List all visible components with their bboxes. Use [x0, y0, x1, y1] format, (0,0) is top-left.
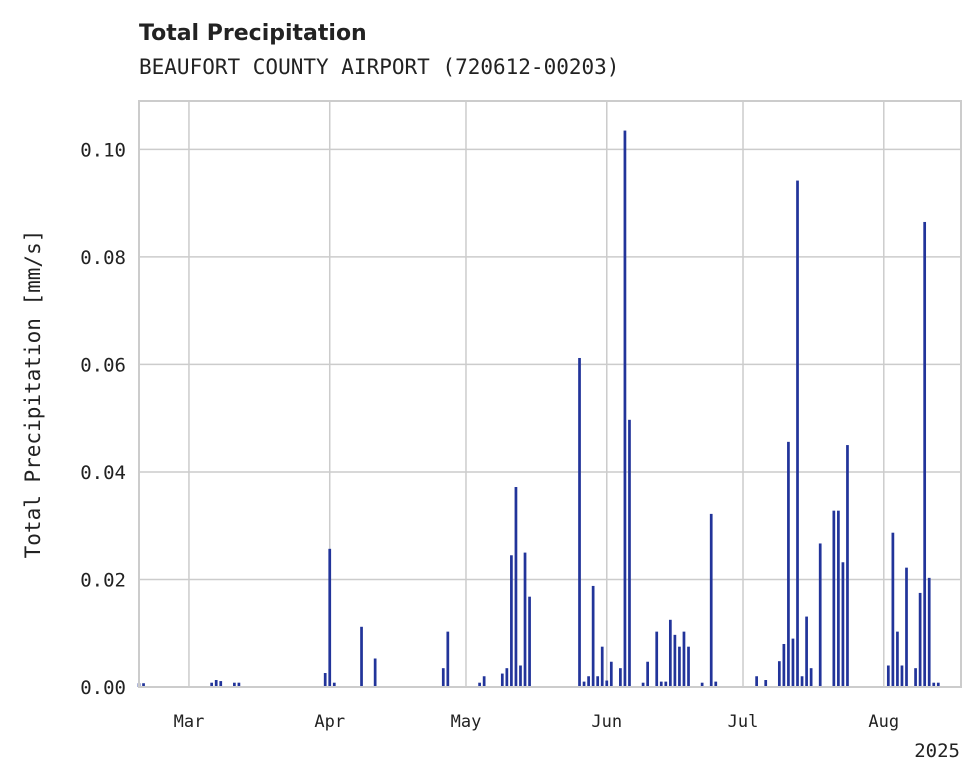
- y-tick-labels: 0.00 0.02 0.04 0.06 0.08 0.10: [80, 139, 126, 699]
- precip-bar: [210, 682, 214, 687]
- precip-bar: [623, 130, 627, 687]
- precip-bar: [714, 681, 718, 687]
- precip-bar: [214, 680, 218, 687]
- precip-bar: [523, 552, 527, 687]
- precip-bar: [841, 562, 845, 687]
- chart-subtitle: BEAUFORT COUNTY AIRPORT (720612-00203): [139, 55, 619, 79]
- precip-bar: [886, 665, 890, 687]
- precip-bar: [591, 585, 595, 687]
- precip-bar: [219, 681, 223, 687]
- precip-bar: [582, 681, 586, 687]
- precip-bar: [659, 681, 663, 687]
- precip-bar: [796, 180, 799, 687]
- precip-bar: [673, 634, 677, 687]
- precip-bar: [805, 616, 808, 687]
- precip-bar: [628, 419, 631, 687]
- precip-bar: [505, 668, 509, 687]
- precip-bar: [891, 532, 895, 687]
- precip-bar: [914, 668, 917, 687]
- precip-bar: [682, 631, 686, 687]
- precip-bar: [519, 665, 522, 687]
- precip-bar: [818, 543, 822, 687]
- x-axis-year-label: 2025: [914, 740, 960, 762]
- precip-bar: [500, 673, 504, 687]
- precip-bar: [609, 661, 613, 687]
- x-tick-label: Jul: [728, 712, 759, 732]
- precip-bar: [514, 487, 518, 687]
- precip-bar: [905, 567, 908, 687]
- precip-bar: [787, 441, 790, 687]
- x-tick-label: Aug: [868, 712, 899, 732]
- precip-bar: [446, 631, 450, 687]
- precip-bar: [809, 668, 813, 687]
- precip-bar: [923, 221, 927, 687]
- precip-bar: [510, 555, 513, 687]
- precip-bar: [600, 646, 604, 687]
- precip-bar: [596, 676, 600, 687]
- precip-bar: [927, 577, 931, 687]
- precip-bar: [900, 665, 904, 687]
- y-tick-label: 0.02: [80, 569, 126, 591]
- x-tick-label: Apr: [314, 712, 345, 732]
- precip-bar: [664, 681, 668, 687]
- precip-bar: [678, 646, 681, 687]
- precip-bar: [755, 676, 758, 687]
- y-axis-label: Total Precipitation [mm/s]: [21, 230, 45, 559]
- y-tick-label: 0.00: [80, 677, 126, 699]
- precip-bar: [655, 631, 659, 687]
- precip-bar: [896, 631, 899, 687]
- x-tick-label: Jun: [591, 712, 622, 732]
- precip-bar: [328, 548, 332, 687]
- precip-bar: [233, 682, 236, 687]
- precip-bar: [687, 646, 690, 687]
- precip-bar: [782, 643, 786, 687]
- precip-bar: [323, 673, 327, 687]
- y-tick-label: 0.06: [80, 354, 126, 376]
- precip-bar: [528, 596, 531, 687]
- precip-bar: [846, 445, 849, 687]
- precip-bar: [837, 510, 840, 687]
- precip-bar: [641, 682, 645, 687]
- precip-bar: [441, 668, 445, 687]
- precip-bar: [700, 682, 704, 687]
- precip-bar: [605, 680, 609, 687]
- bars: [137, 130, 940, 687]
- precip-bar: [373, 658, 377, 687]
- y-tick-label: 0.04: [80, 462, 126, 484]
- precip-bar: [832, 510, 836, 687]
- precip-bar: [237, 682, 241, 687]
- precip-bar: [587, 676, 590, 687]
- precip-bar: [764, 680, 768, 687]
- precip-bar: [478, 682, 481, 687]
- x-tick-label: May: [451, 712, 482, 732]
- x-tick-labels: Mar Apr May Jun Jul Aug: [174, 712, 900, 732]
- precip-bar: [918, 592, 922, 687]
- precip-bar: [777, 661, 781, 687]
- precip-bar: [668, 619, 672, 687]
- precip-bar: [709, 513, 713, 687]
- plot-frame: [138, 100, 962, 688]
- grid: [139, 101, 961, 688]
- precip-bar: [936, 682, 940, 687]
- x-tick-label: Mar: [174, 712, 205, 732]
- precip-bar: [142, 683, 145, 687]
- y-tick-label: 0.08: [80, 247, 126, 269]
- precip-bar: [360, 626, 363, 687]
- y-tick-label: 0.10: [80, 139, 126, 161]
- precip-bar: [332, 682, 336, 687]
- precip-bar: [619, 668, 622, 687]
- precip-bar: [932, 682, 936, 687]
- chart-title: Total Precipitation: [139, 21, 367, 46]
- precip-bar: [482, 676, 486, 687]
- precip-bar: [791, 638, 795, 687]
- precip-bar: [578, 357, 581, 687]
- precip-bar: [646, 661, 649, 687]
- precip-bar: [800, 676, 804, 687]
